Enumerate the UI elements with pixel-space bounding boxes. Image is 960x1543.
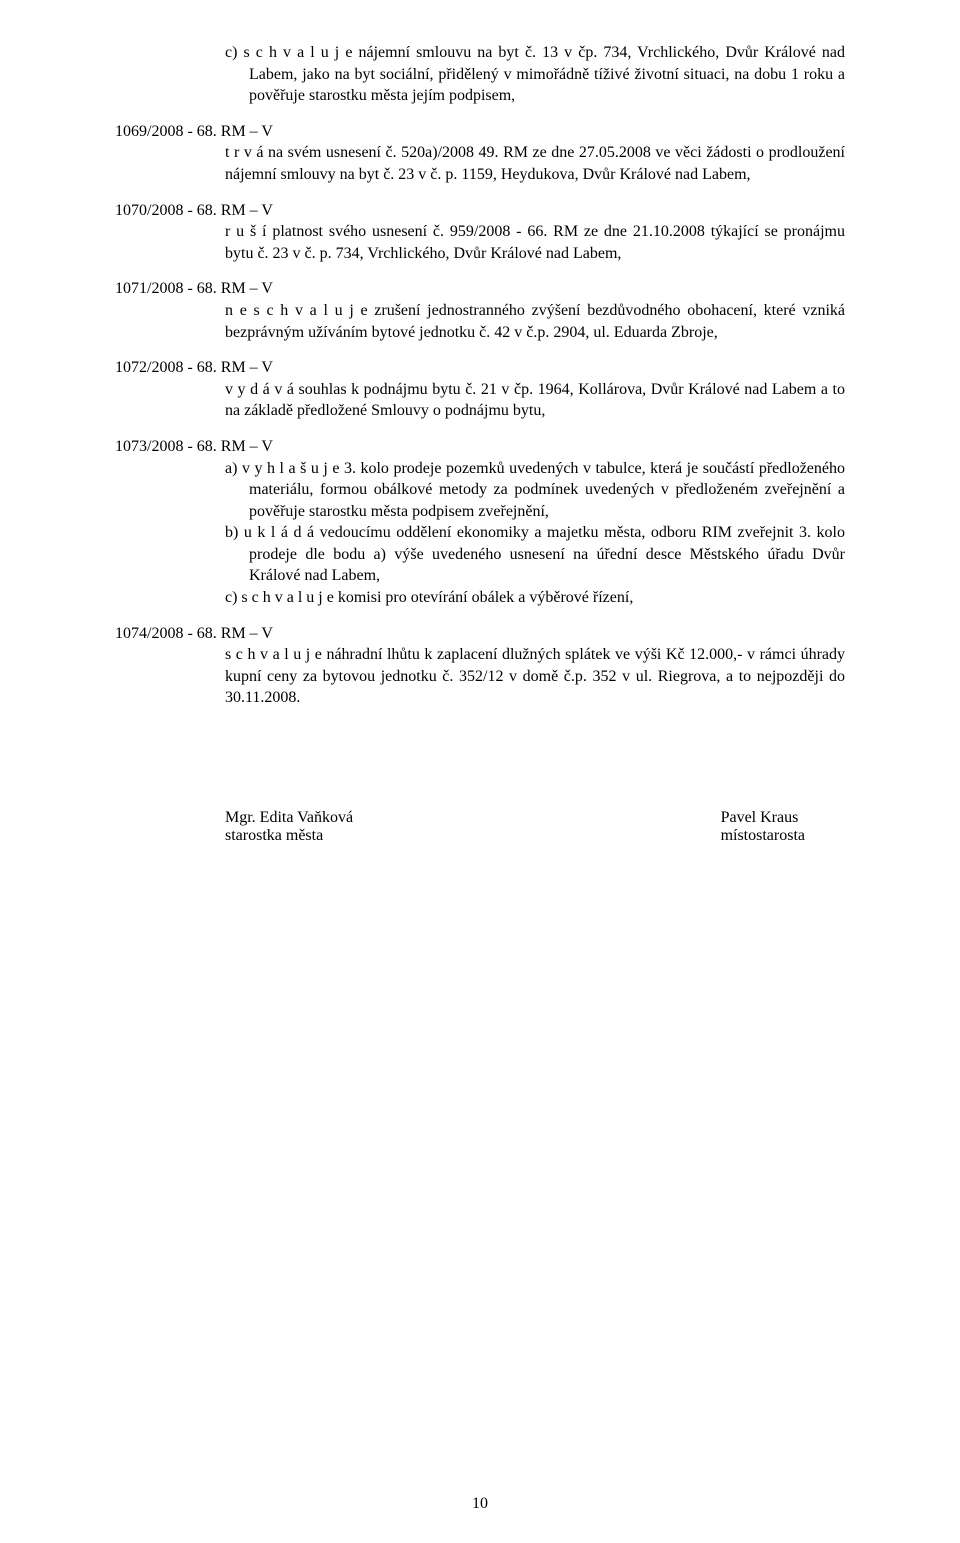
signature-left-title: starostka města (225, 827, 353, 845)
signature-left: Mgr. Edita Vaňková starostka města (225, 809, 353, 845)
res-1074-heading: 1074/2008 - 68. RM – V (115, 609, 845, 645)
item-c-top: c) s c h v a l u j e nájemní smlouvu na … (115, 42, 845, 107)
res-1074-body: s c h v a l u j e náhradní lhůtu k zapla… (115, 644, 845, 709)
res-1073-a: a) v y h l a š u j e 3. kolo prodeje poz… (115, 458, 845, 523)
res-1071-heading: 1071/2008 - 68. RM – V (115, 264, 845, 300)
res-1073-heading: 1073/2008 - 68. RM – V (115, 422, 845, 458)
signature-left-name: Mgr. Edita Vaňková (225, 809, 353, 827)
signature-right: Pavel Kraus místostarosta (721, 809, 805, 845)
signature-right-name: Pavel Kraus (721, 809, 805, 827)
res-1073-c: c) s c h v a l u j e komisi pro otevírán… (115, 587, 845, 609)
res-1069-body: t r v á na svém usnesení č. 520a)/2008 4… (115, 142, 845, 185)
document-page: c) s c h v a l u j e nájemní smlouvu na … (0, 0, 960, 1543)
signature-row: Mgr. Edita Vaňková starostka města Pavel… (115, 809, 845, 845)
res-1070-body: r u š í platnost svého usnesení č. 959/2… (115, 221, 845, 264)
signature-right-title: místostarosta (721, 827, 805, 845)
res-1073-b: b) u k l á d á vedoucímu oddělení ekonom… (115, 522, 845, 587)
res-1072-heading: 1072/2008 - 68. RM – V (115, 343, 845, 379)
res-1070-heading: 1070/2008 - 68. RM – V (115, 186, 845, 222)
res-1072-body: v y d á v á souhlas k podnájmu bytu č. 2… (115, 379, 845, 422)
page-number: 10 (0, 1495, 960, 1513)
res-1071-body: n e s c h v a l u j e zrušení jednostran… (115, 300, 845, 343)
res-1069-heading: 1069/2008 - 68. RM – V (115, 107, 845, 143)
